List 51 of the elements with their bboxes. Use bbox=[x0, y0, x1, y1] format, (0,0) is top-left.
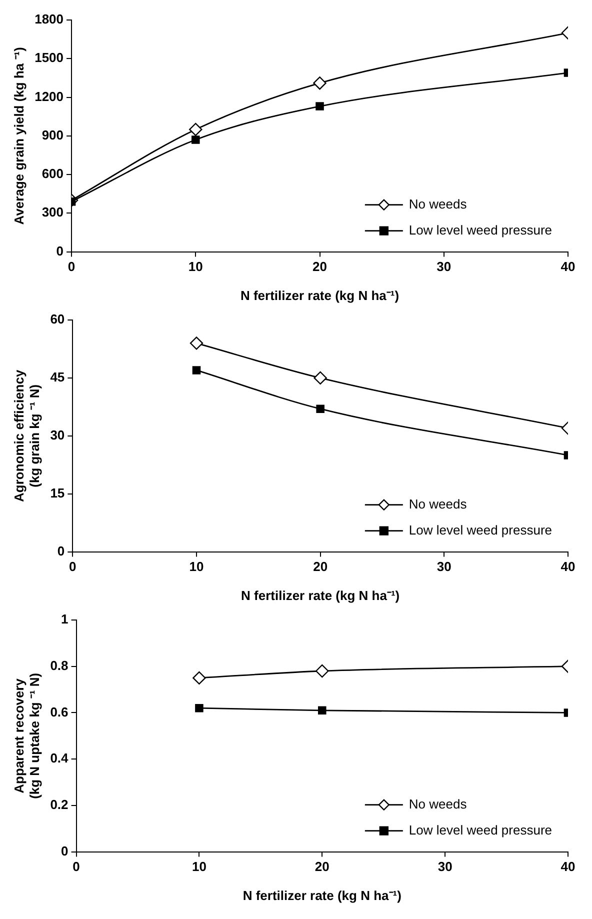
y-tick-label: 1200 bbox=[34, 88, 64, 104]
x-tick-label: 40 bbox=[560, 559, 576, 574]
y-tick-label: 15 bbox=[50, 485, 65, 500]
x-tick-label: 30 bbox=[436, 559, 452, 574]
y-tick-label: 0 bbox=[56, 243, 64, 258]
x-tick-label: 0 bbox=[72, 859, 80, 874]
legend-label: Low level weed pressure bbox=[408, 222, 552, 238]
x-tick-label: 40 bbox=[560, 259, 576, 274]
legend-label: Low level weed pressure bbox=[408, 522, 552, 538]
x-axis-title: N fertilizer rate (kg N ha⁻¹) bbox=[242, 888, 402, 903]
x-tick-label: 30 bbox=[438, 859, 452, 874]
x-axis-title: N fertilizer rate (kg N ha⁻¹) bbox=[240, 288, 400, 303]
y-axis-title: Apparent recovery (kg N uptake kg ⁻¹ N) bbox=[11, 672, 42, 799]
y-tick-label: 600 bbox=[42, 166, 64, 182]
point bbox=[192, 671, 206, 685]
y-tick-label: 0.6 bbox=[50, 704, 68, 720]
x-tick-label: 10 bbox=[188, 259, 203, 274]
y-tick-label: 0.8 bbox=[50, 658, 68, 673]
legend-label: Low level weed pressure bbox=[408, 822, 552, 838]
legend-label: No weeds bbox=[408, 196, 468, 212]
point bbox=[192, 366, 201, 374]
y-tick-label: 0 bbox=[57, 543, 65, 558]
point bbox=[316, 404, 324, 413]
x-tick-label: 40 bbox=[560, 859, 576, 874]
y-tick-label: 1 bbox=[61, 612, 68, 627]
y-tick-label: 1500 bbox=[34, 50, 64, 66]
legend-label: No weeds bbox=[408, 796, 468, 812]
x-tick-label: 20 bbox=[313, 559, 328, 574]
x-tick-label: 20 bbox=[314, 859, 330, 874]
x-tick-label: 20 bbox=[312, 259, 327, 274]
y-tick-label: 1800 bbox=[34, 12, 64, 27]
y-tick-label: 60 bbox=[50, 312, 65, 327]
y-tick-label: 30 bbox=[50, 427, 65, 442]
y-tick-label: 0 bbox=[61, 843, 68, 858]
point bbox=[195, 704, 204, 712]
legend-label: No weeds bbox=[408, 496, 468, 512]
point bbox=[316, 664, 329, 678]
point bbox=[190, 336, 204, 350]
x-tick-label: 10 bbox=[189, 559, 204, 574]
x-axis-title: N fertilizer rate (kg N ha⁻¹) bbox=[241, 588, 400, 603]
y-axis-title: Average grain yield (kg ha ⁻¹) bbox=[11, 47, 26, 225]
y-tick-label: 300 bbox=[42, 204, 64, 220]
y-tick-label: 900 bbox=[42, 127, 64, 142]
y-axis-title: Agronomic efficiency (kg grain kg ⁻¹ N) bbox=[11, 369, 42, 502]
point bbox=[314, 371, 327, 385]
y-tick-label: 45 bbox=[50, 370, 65, 385]
y-tick-label: 0.2 bbox=[50, 797, 68, 812]
x-tick-label: 10 bbox=[192, 859, 206, 874]
x-tick-label: 30 bbox=[436, 259, 452, 274]
y-tick-label: 0.4 bbox=[50, 750, 70, 766]
point bbox=[318, 706, 326, 715]
